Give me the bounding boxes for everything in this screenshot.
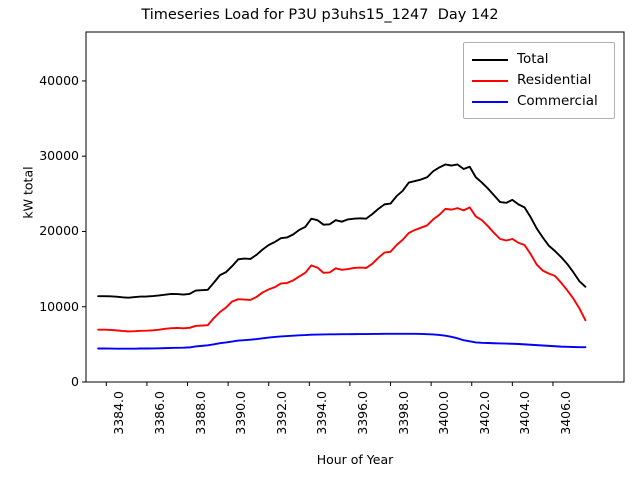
legend-swatch-residential	[472, 79, 508, 82]
y-tick-label: 40000	[39, 72, 79, 88]
x-tick-label: 3384.0	[111, 391, 127, 435]
series-line-residential	[97, 206, 587, 333]
x-tick-label: 3400.0	[436, 391, 452, 435]
y-tick-label: 10000	[39, 298, 79, 314]
legend-swatch-commercial	[472, 100, 508, 103]
y-tick-label: 30000	[39, 148, 79, 164]
x-tick-label: 3402.0	[476, 391, 492, 435]
legend-label-residential: Residential	[517, 71, 592, 88]
x-tick-label: 3396.0	[354, 391, 370, 435]
x-tick-label: 3392.0	[273, 391, 289, 435]
y-tick-label: 0	[71, 374, 79, 389]
x-tick-label: 3386.0	[151, 391, 167, 435]
legend-item[interactable]: Commercial	[472, 91, 606, 112]
x-tick-label: 3394.0	[314, 391, 330, 435]
chart-legend: Total Residential Commercial	[463, 42, 615, 119]
series-line-total	[97, 163, 587, 299]
x-tick-label: 3388.0	[192, 391, 208, 435]
legend-item[interactable]: Residential	[472, 70, 606, 91]
x-tick-label: 3404.0	[517, 391, 533, 435]
y-axis-label: kW total	[20, 166, 36, 219]
legend-swatch-total	[472, 58, 508, 61]
legend-label-commercial: Commercial	[517, 92, 598, 109]
x-axis-label: Hour of Year	[316, 452, 394, 467]
chart-title: Timeseries Load for P3U p3uhs15_1247 Day…	[141, 7, 499, 23]
series-line-commercial	[97, 332, 587, 350]
x-tick-label: 3390.0	[233, 391, 249, 435]
legend-label-total: Total	[517, 50, 549, 67]
x-tick-label: 3406.0	[557, 391, 573, 435]
y-tick-label: 20000	[39, 223, 79, 239]
x-tick-label: 3398.0	[395, 391, 411, 435]
legend-item[interactable]: Total	[472, 49, 606, 70]
